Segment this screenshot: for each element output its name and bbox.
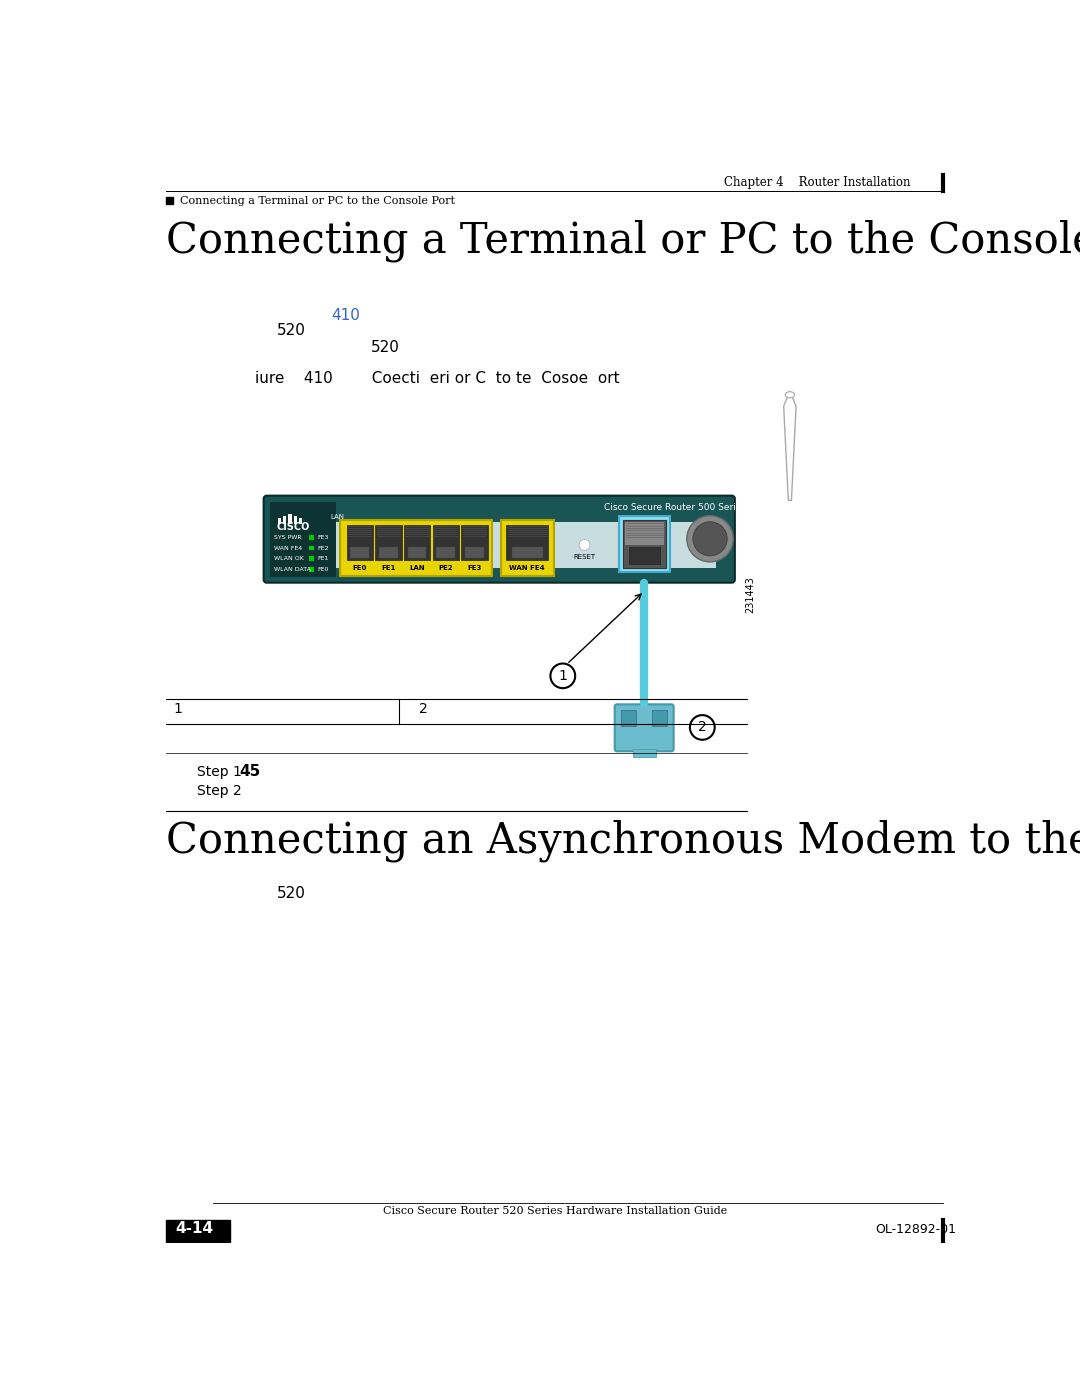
Text: Chapter 4    Router Installation: Chapter 4 Router Installation <box>724 176 910 189</box>
Text: Step 2: Step 2 <box>197 784 242 798</box>
Bar <box>507 525 548 560</box>
Bar <box>333 513 716 522</box>
Text: Cisco Secure Router 520 Series Hardware Installation Guide: Cisco Secure Router 520 Series Hardware … <box>383 1206 727 1215</box>
Bar <box>166 197 173 204</box>
Text: FE3: FE3 <box>318 535 328 539</box>
Circle shape <box>551 664 576 689</box>
Text: iure    410        Coecti  eri or C  to te  Cosoe  ort: iure 410 Coecti eri or C to te Cosoe ort <box>255 372 620 386</box>
FancyBboxPatch shape <box>615 704 674 752</box>
Circle shape <box>690 715 715 740</box>
Bar <box>288 514 292 524</box>
Text: 520: 520 <box>276 323 306 338</box>
Bar <box>404 525 430 560</box>
Bar <box>350 548 369 557</box>
Text: FE3: FE3 <box>468 566 482 571</box>
Polygon shape <box>784 391 796 500</box>
Text: 410: 410 <box>332 309 360 323</box>
Text: OL-12892-01: OL-12892-01 <box>875 1224 956 1236</box>
Text: WLAN OK: WLAN OK <box>274 556 305 562</box>
Text: 4-14: 4-14 <box>175 1221 214 1236</box>
Bar <box>461 525 488 560</box>
Bar <box>623 520 666 569</box>
Text: RESET: RESET <box>573 553 595 560</box>
Bar <box>309 556 314 562</box>
Text: Connecting a Terminal or PC to the Console Port: Connecting a Terminal or PC to the Conso… <box>166 219 1080 261</box>
Text: 1: 1 <box>174 701 183 715</box>
Bar <box>309 567 314 571</box>
Text: 1: 1 <box>558 669 567 683</box>
Bar <box>283 515 286 524</box>
Bar <box>433 525 459 560</box>
Text: FE0: FE0 <box>352 566 367 571</box>
Bar <box>408 548 427 557</box>
Text: Connecting a Terminal or PC to the Console Port: Connecting a Terminal or PC to the Conso… <box>180 196 455 205</box>
Text: 520: 520 <box>372 341 401 355</box>
Text: 520: 520 <box>276 886 306 901</box>
Bar <box>630 548 660 564</box>
Bar <box>166 1220 230 1242</box>
Bar <box>375 525 402 560</box>
Circle shape <box>687 515 733 562</box>
Text: PE2: PE2 <box>438 566 454 571</box>
Text: FE2: FE2 <box>318 545 328 550</box>
Bar <box>270 502 336 577</box>
Text: SYS PWR: SYS PWR <box>274 535 302 539</box>
Text: FE0: FE0 <box>318 567 328 573</box>
Circle shape <box>693 522 727 556</box>
Bar <box>278 518 281 524</box>
Bar <box>294 515 297 524</box>
Bar <box>633 749 656 757</box>
Bar <box>501 520 554 576</box>
Text: WAN FE4: WAN FE4 <box>510 566 545 571</box>
Text: 2: 2 <box>698 721 706 735</box>
Bar <box>309 535 314 539</box>
Text: Connecting an Asynchronous Modem to the Console Port: Connecting an Asynchronous Modem to the … <box>166 820 1080 862</box>
FancyBboxPatch shape <box>264 496 734 583</box>
Bar <box>299 518 302 524</box>
Bar <box>333 514 716 569</box>
Bar <box>621 711 636 726</box>
Text: WAN FE4: WAN FE4 <box>274 545 302 550</box>
Bar <box>379 548 397 557</box>
Text: LAN: LAN <box>409 566 424 571</box>
Bar <box>465 548 484 557</box>
Text: 2: 2 <box>419 701 428 715</box>
Text: LAN: LAN <box>330 514 345 520</box>
Bar <box>436 548 455 557</box>
Ellipse shape <box>785 391 795 398</box>
Text: FE1: FE1 <box>381 566 395 571</box>
Text: Step 1: Step 1 <box>197 766 242 780</box>
Bar <box>347 525 373 560</box>
Bar <box>652 711 667 726</box>
Text: FE1: FE1 <box>318 556 328 562</box>
Bar <box>619 517 670 571</box>
Text: Cisco Secure Router 500 Series: Cisco Secure Router 500 Series <box>604 503 746 511</box>
Bar <box>625 522 664 545</box>
Text: 45: 45 <box>240 764 261 780</box>
Bar <box>512 548 542 557</box>
Bar <box>340 520 491 576</box>
Circle shape <box>579 539 590 550</box>
Text: 231443: 231443 <box>745 577 756 613</box>
Text: CISCO: CISCO <box>276 521 310 531</box>
Text: WLAN DATA: WLAN DATA <box>274 567 311 573</box>
Bar <box>309 546 314 550</box>
